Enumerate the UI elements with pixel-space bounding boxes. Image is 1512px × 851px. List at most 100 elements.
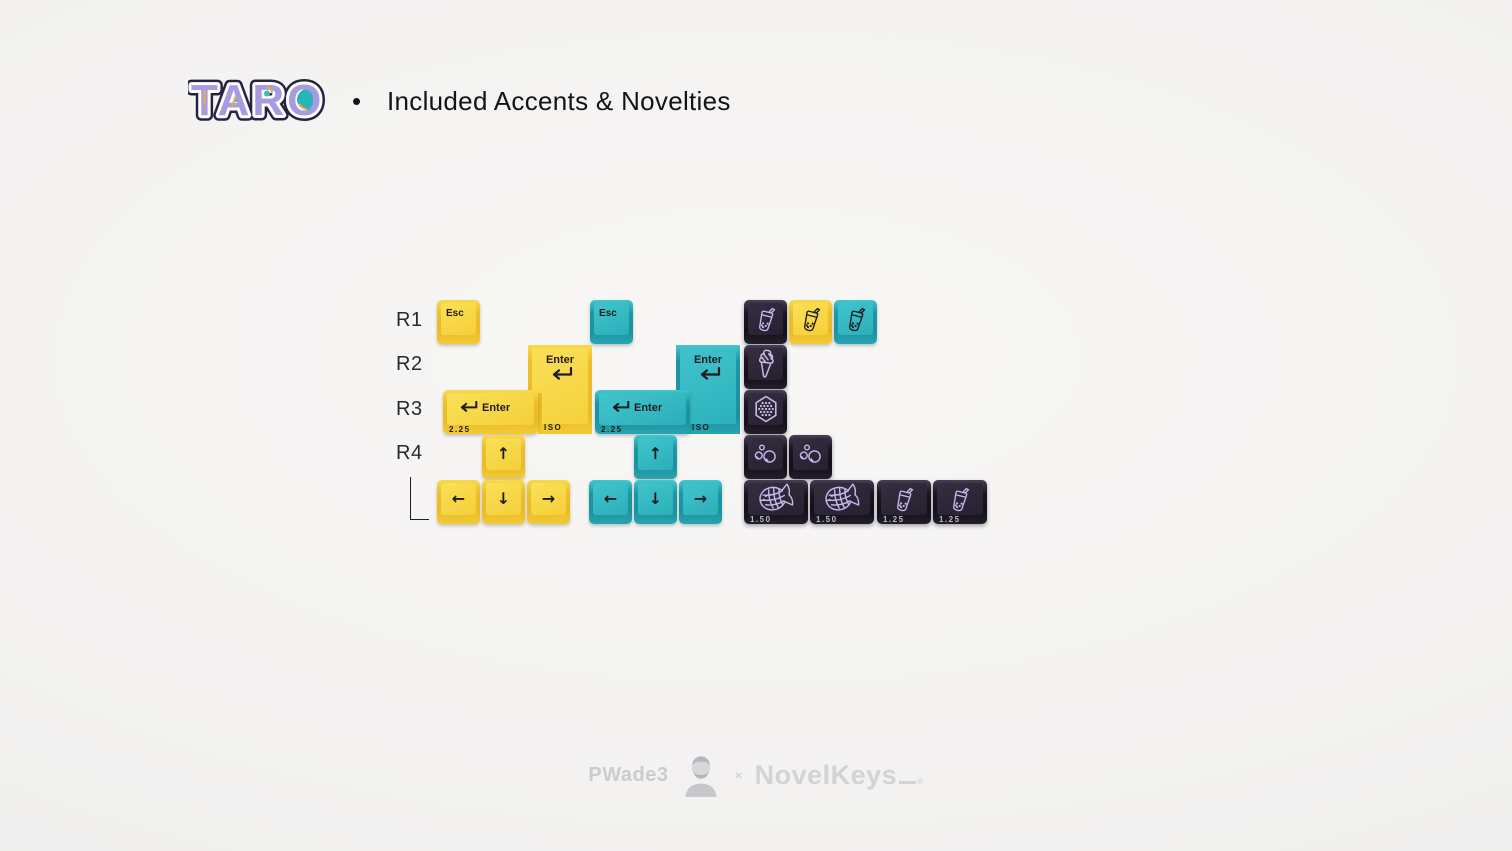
key-legend: ←	[603, 488, 618, 508]
key-legend: ↓	[648, 488, 663, 508]
keycap-top-face	[937, 483, 983, 515]
key-pearls-dark-2	[789, 435, 832, 479]
key-boba-dark-125-1: 1.25	[877, 480, 931, 524]
key-up-teal: ↑	[634, 435, 677, 479]
key-boba-dark-r1	[744, 300, 787, 344]
return-arrow-icon	[695, 366, 721, 383]
key-size-label: ISO	[692, 423, 711, 432]
keycap-top-face	[748, 438, 783, 470]
return-arrow-icon	[547, 366, 573, 383]
bottom-row-bracket	[410, 477, 429, 520]
key-honeycomb-dark	[744, 390, 787, 434]
watermark-brand: NovelKeys ®	[755, 760, 924, 791]
keycap-top-face	[748, 303, 783, 335]
brand-underscore	[899, 780, 917, 784]
artist-avatar-icon	[686, 756, 717, 797]
key-legend: ←	[451, 488, 466, 508]
enter-label: Enter	[482, 401, 511, 414]
key-enter-225-yellow: Enter 2.25	[443, 390, 538, 434]
key-legend: Enter	[536, 354, 584, 383]
key-pearls-dark-1	[744, 435, 787, 479]
key-boba-dark-125-2: 1.25	[933, 480, 987, 524]
keycap-top-face	[838, 303, 873, 335]
key-size-label: 1.50	[816, 515, 838, 524]
return-arrow-icon	[456, 400, 478, 415]
keycap-top-face	[441, 303, 476, 335]
key-boba-yellow-r1	[789, 300, 832, 344]
key-enter-225-teal: Enter 2.25	[595, 390, 690, 434]
key-legend: ↑	[648, 443, 663, 463]
key-right-yellow: →	[527, 480, 570, 524]
keycap-top-face	[638, 483, 673, 515]
key-taiyaki-dark-2: 1.50	[810, 480, 874, 524]
keycap-top-face	[594, 303, 629, 335]
brand-text: NovelKeys	[754, 759, 898, 790]
boba-tea-icon	[834, 300, 877, 337]
boba-pearls-icon	[789, 435, 832, 472]
keycap-top-face	[593, 483, 628, 515]
key-legend: Esc	[446, 308, 464, 319]
keycap-top-face	[486, 483, 521, 515]
key-size-label: 2.25	[449, 425, 471, 434]
enter-label: Enter	[693, 354, 723, 366]
boba-tea-icon	[877, 480, 931, 517]
key-left-teal: ←	[589, 480, 632, 524]
key-size-label: 1.25	[939, 515, 961, 524]
page-title: Included Accents & Novelties	[387, 86, 731, 116]
key-boba-teal-r1	[834, 300, 877, 344]
keycap-top-face	[793, 438, 828, 470]
taiyaki-icon	[810, 480, 874, 517]
collab-x-mark: ×	[734, 767, 743, 783]
key-size-label: ISO	[544, 423, 563, 432]
keycap-top-face	[486, 438, 521, 470]
honeycomb-icon	[744, 390, 787, 427]
key-up-yellow: ↑	[482, 435, 525, 479]
boba-pearls-icon	[744, 435, 787, 472]
header-bullet: •	[352, 86, 362, 116]
row-label-r4: R4	[396, 442, 423, 464]
key-legend: →	[541, 488, 556, 508]
taro-logo: TARO TARO TARO	[188, 74, 327, 126]
boba-tea-icon	[789, 300, 832, 337]
key-down-teal: ↓	[634, 480, 677, 524]
boba-tea-icon	[744, 300, 787, 337]
row-label-r2: R2	[396, 353, 423, 375]
taiyaki-icon	[744, 480, 808, 517]
key-legend: Enter	[456, 390, 510, 425]
keycap-top-face	[683, 483, 718, 515]
logo-orange-accents	[203, 86, 307, 110]
keycap-top-face	[881, 483, 927, 515]
logo-o-teal-dot	[297, 89, 318, 110]
soft-serve-icon	[744, 345, 787, 382]
watermark-artist: PWade3	[588, 763, 669, 786]
keycap-top-face	[793, 303, 828, 335]
key-legend: ↑	[496, 443, 511, 463]
keycap-top-face	[748, 348, 783, 380]
key-iso-enter-yellow: Enter ISO	[528, 345, 592, 434]
key-size-label: 1.25	[883, 515, 905, 524]
key-legend: →	[693, 488, 708, 508]
key-legend: Esc	[599, 308, 617, 319]
keycap-top-face	[638, 438, 673, 470]
key-esc-yellow: Esc	[437, 300, 480, 344]
row-label-r3: R3	[396, 398, 423, 420]
key-down-yellow: ↓	[482, 480, 525, 524]
key-right-teal: →	[679, 480, 722, 524]
return-arrow-icon	[608, 400, 630, 415]
keycap-top-face	[531, 483, 566, 515]
keycap-top-face	[447, 393, 534, 425]
key-soft-serve-dark	[744, 345, 787, 389]
logo-fill-layer: TARO	[191, 76, 324, 125]
key-legend: Enter	[608, 390, 662, 425]
key-size-label: 1.50	[750, 515, 772, 524]
key-size-label: 2.25	[601, 425, 623, 434]
boba-tea-icon	[933, 480, 987, 517]
row-label-r1: R1	[396, 309, 423, 331]
enter-label: Enter	[545, 354, 575, 366]
logo-r-teal-dot	[264, 90, 270, 97]
key-esc-teal: Esc	[590, 300, 633, 344]
watermark: PWade3 × NovelKeys ®	[0, 752, 1512, 798]
key-legend: ↓	[496, 488, 511, 508]
keycap-top-face	[441, 483, 476, 515]
